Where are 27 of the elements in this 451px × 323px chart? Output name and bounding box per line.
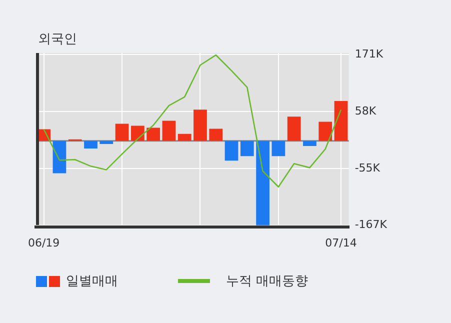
bar (115, 124, 129, 141)
bar (146, 128, 160, 141)
legend-label: 누적 매매동향 (226, 273, 308, 290)
bar (84, 140, 98, 148)
x-tick-label: 06/19 (28, 236, 60, 250)
bar (318, 122, 332, 141)
bar (272, 140, 286, 156)
legend-label: 일별매매 (66, 273, 118, 290)
bar (240, 140, 254, 156)
y-tick-label: 171K (354, 47, 384, 60)
y-tick-label: -167K (354, 218, 388, 232)
bar (194, 110, 207, 141)
bar (52, 140, 66, 174)
x-tick-label: 07/14 (325, 236, 357, 250)
bar (209, 128, 223, 141)
bar (178, 134, 192, 141)
bar (100, 140, 114, 144)
bar (303, 140, 316, 146)
chart-title: 외국인 (38, 31, 77, 48)
bar (287, 116, 301, 141)
y-tick-label: 58K (354, 104, 377, 118)
bar (130, 126, 144, 141)
bar (334, 100, 348, 141)
bar (224, 140, 238, 161)
y-tick-label: -55K (354, 162, 381, 175)
bar (256, 140, 270, 226)
bar (162, 120, 176, 141)
